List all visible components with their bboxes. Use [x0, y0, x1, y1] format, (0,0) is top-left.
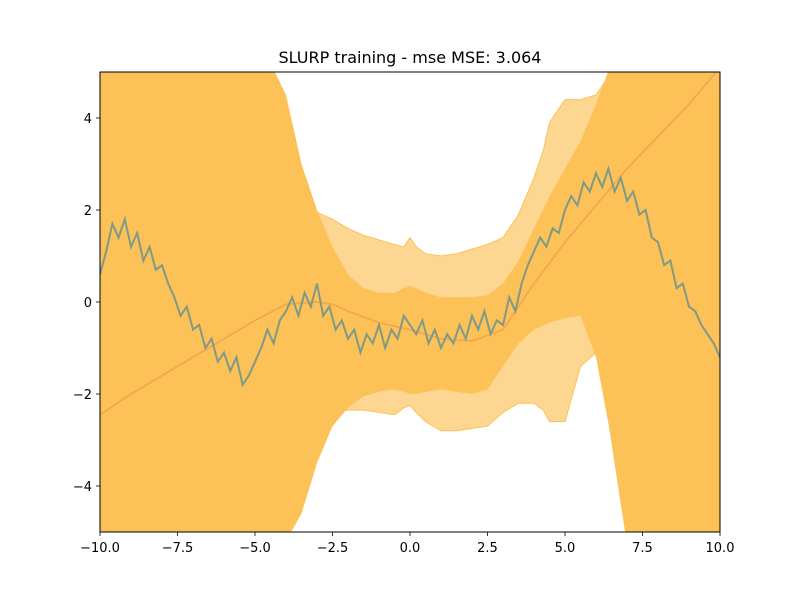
y-tick-label: 0: [84, 296, 92, 311]
y-tick-label: −2: [73, 388, 92, 403]
x-tick-label: −2.5: [317, 541, 349, 556]
x-tick-label: −10.0: [80, 541, 120, 556]
y-tick-label: 4: [84, 112, 92, 127]
inner-confidence-band: [100, 72, 720, 532]
x-tick-label: −5.0: [239, 541, 271, 556]
mean-line: [100, 72, 718, 416]
y-tick-label: 2: [84, 204, 92, 219]
data-line: [100, 165, 720, 388]
x-tick-label: 5.0: [555, 541, 576, 556]
x-axis: −10.0 −7.5 −5.0 −2.5 0.0 2.5 5.0 7.5 10.0: [80, 532, 734, 556]
y-tick-label: −4: [73, 480, 92, 495]
x-tick-label: −7.5: [162, 541, 194, 556]
x-tick-label: 7.5: [632, 541, 653, 556]
x-tick-label: 2.5: [477, 541, 498, 556]
x-tick-label: 10.0: [706, 541, 735, 556]
y-axis: −4 −2 0 2 4: [73, 112, 100, 495]
chart-title: SLURP training - mse MSE: 3.064: [279, 48, 542, 67]
x-tick-label: 0.0: [400, 541, 421, 556]
